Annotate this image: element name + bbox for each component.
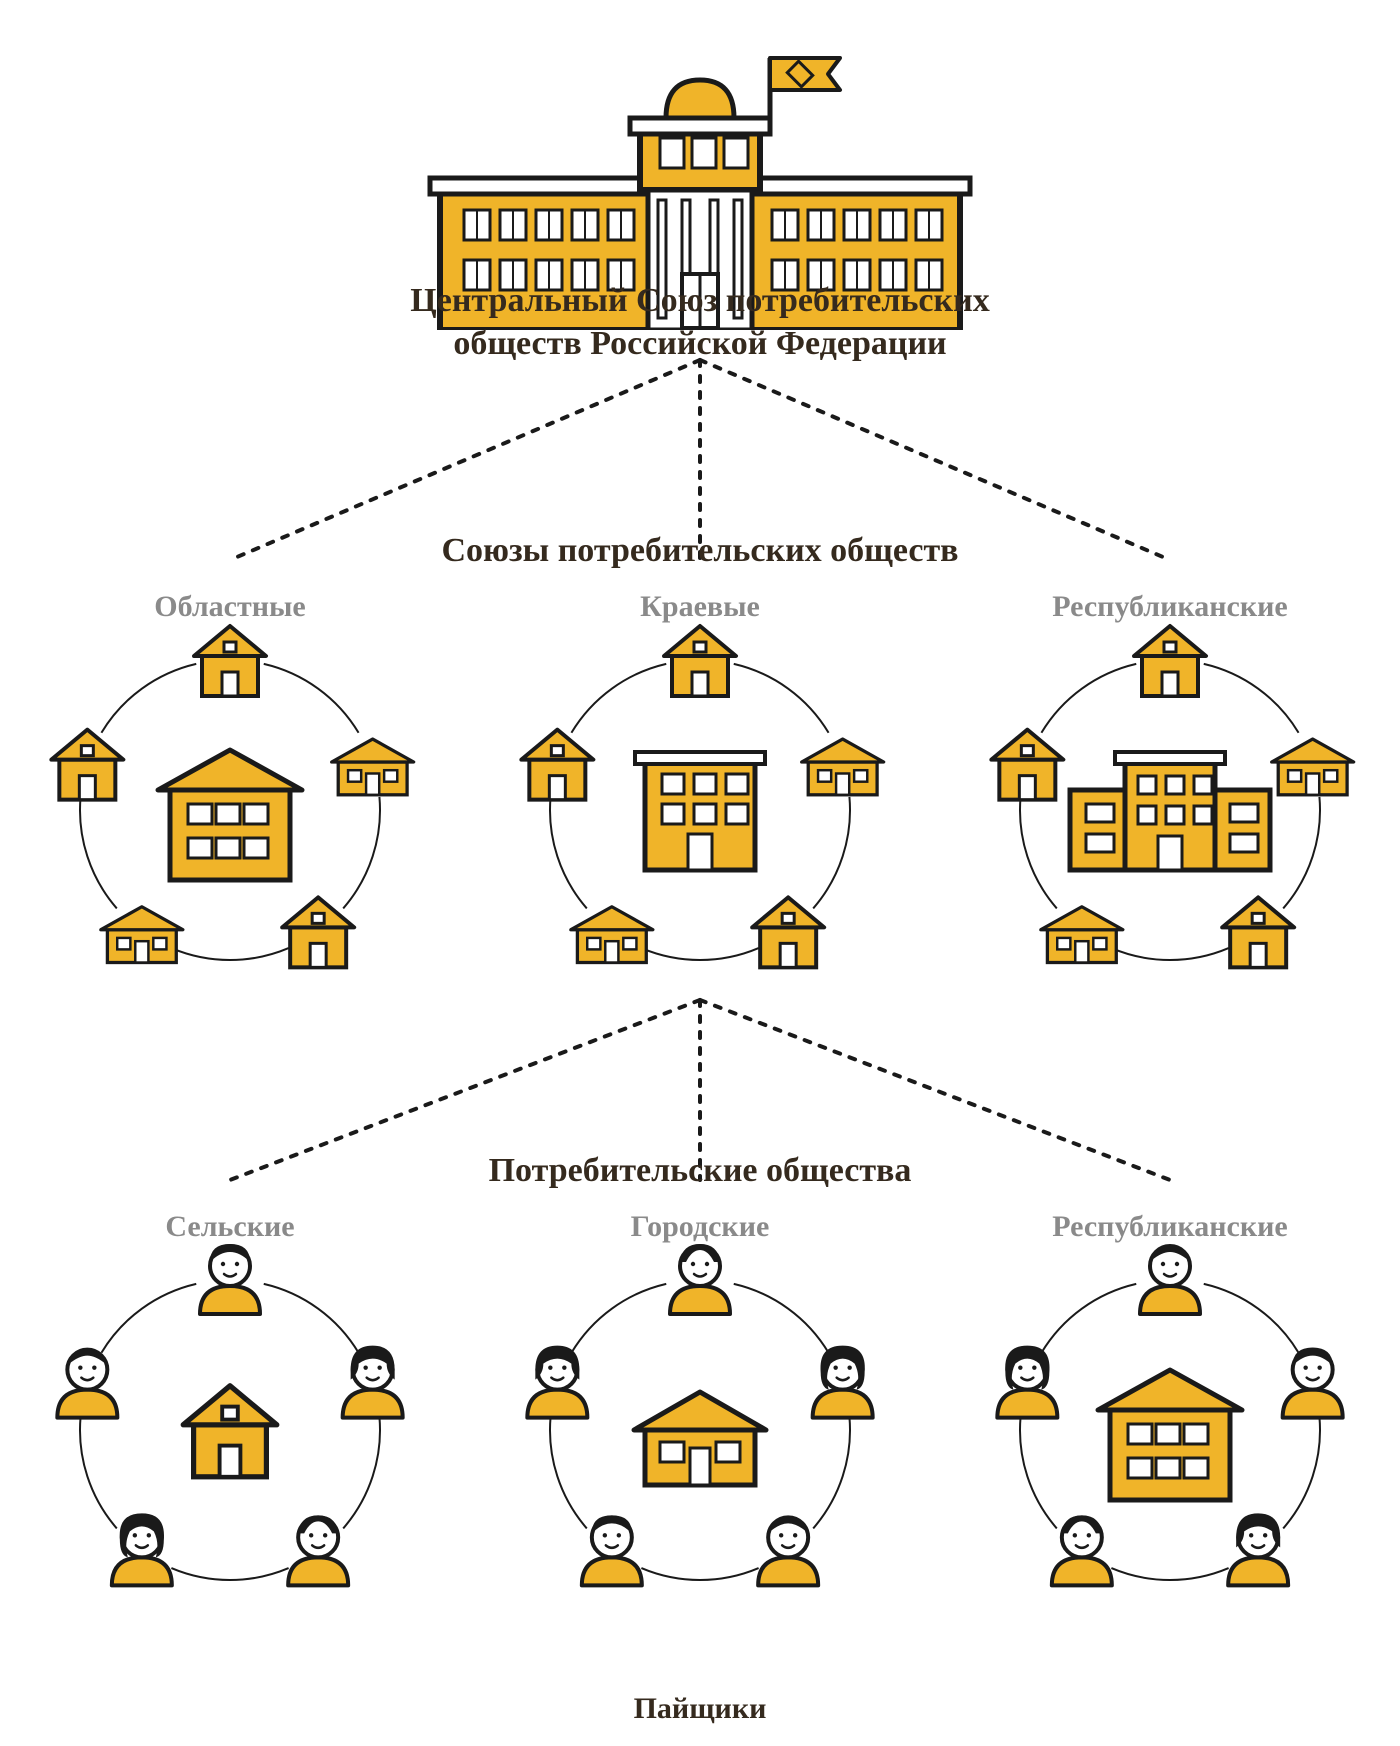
hq-title: Центральный Союз потребительскихобществ … xyxy=(0,280,1400,365)
cluster-unions-0 xyxy=(10,590,450,1030)
cluster-center-icon xyxy=(183,1386,277,1477)
cluster-center-icon xyxy=(158,750,302,880)
person-icon xyxy=(1140,1246,1200,1314)
person-icon xyxy=(112,1513,172,1585)
person-icon xyxy=(1283,1348,1343,1418)
cluster-center-icon xyxy=(634,1392,766,1485)
house-icon xyxy=(521,730,593,800)
cluster-unions-1 xyxy=(480,590,920,1030)
tier-footer-societies: Пайщики xyxy=(0,1690,1400,1728)
house-icon xyxy=(1272,739,1354,795)
person-icon xyxy=(997,1346,1057,1418)
cluster-societies-2 xyxy=(950,1210,1390,1650)
cluster-unions-2 xyxy=(950,590,1390,1030)
person-icon xyxy=(200,1244,260,1314)
person-icon xyxy=(343,1346,403,1418)
house-icon xyxy=(571,907,653,963)
person-icon xyxy=(582,1515,642,1585)
person-icon xyxy=(670,1244,730,1314)
cluster-center-icon xyxy=(1070,752,1270,870)
person-icon xyxy=(288,1515,348,1585)
house-icon xyxy=(802,739,884,795)
person-icon xyxy=(758,1517,818,1585)
person-icon xyxy=(813,1346,873,1418)
person-icon xyxy=(57,1350,117,1418)
house-icon xyxy=(51,730,123,800)
house-icon xyxy=(101,907,183,963)
house-icon xyxy=(664,626,736,696)
house-icon xyxy=(194,626,266,696)
cluster-societies-1 xyxy=(480,1210,920,1650)
cluster-center-icon xyxy=(635,752,765,870)
cluster-societies-0 xyxy=(10,1210,450,1650)
house-icon xyxy=(1041,907,1123,963)
house-icon xyxy=(332,739,414,795)
tier-heading-unions: Союзы потребительских обществ xyxy=(0,530,1400,573)
house-icon xyxy=(991,730,1063,800)
cluster-center-icon xyxy=(1098,1370,1242,1500)
person-icon xyxy=(527,1346,587,1418)
person-icon xyxy=(1052,1515,1112,1585)
person-icon xyxy=(1228,1513,1288,1585)
tier-heading-societies: Потребительские общества xyxy=(0,1150,1400,1193)
house-icon xyxy=(1134,626,1206,696)
